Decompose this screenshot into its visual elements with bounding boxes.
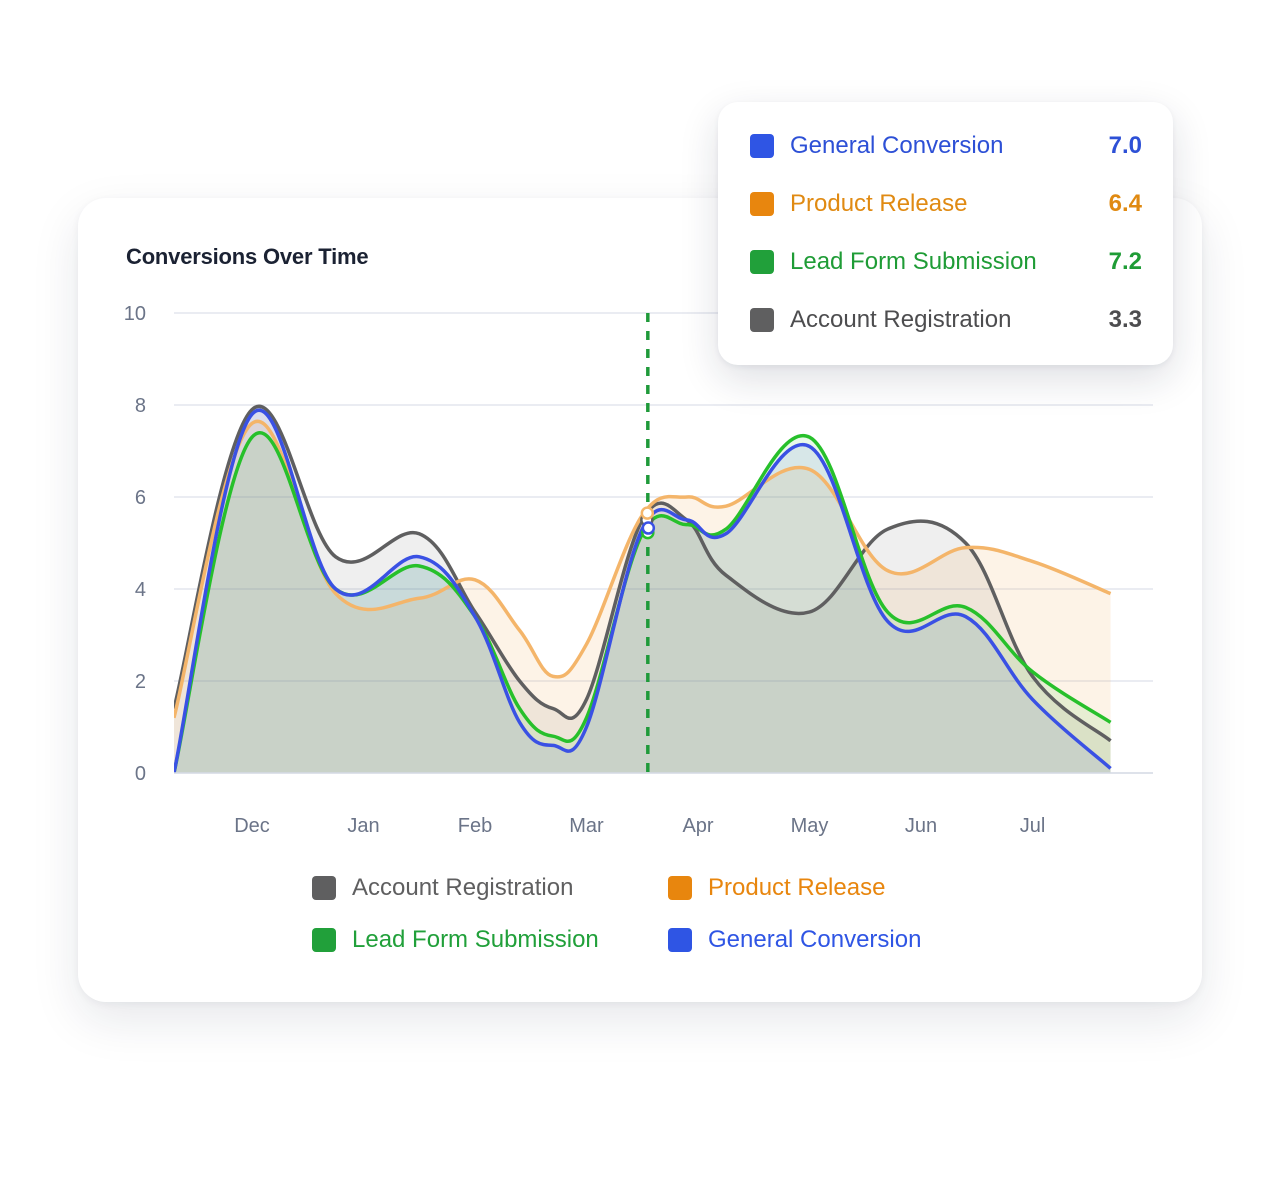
hover-marker <box>641 521 656 535</box>
tooltip-row-product-release: Product Release 6.4 <box>750 189 1142 219</box>
tooltip-label: General Conversion <box>790 132 1004 159</box>
x-tick-label: Jan <box>347 815 379 837</box>
legend-label: General Conversion <box>708 926 922 953</box>
tooltip-row-lead-form-submission: Lead Form Submission 7.2 <box>750 247 1142 277</box>
legend-item-product-release[interactable]: Product Release <box>668 874 885 902</box>
x-tick-label: Dec <box>234 815 270 837</box>
y-tick-label: 4 <box>135 579 146 601</box>
tooltip-label: Lead Form Submission <box>790 248 1037 275</box>
y-tick-label: 2 <box>135 671 146 693</box>
series-line <box>174 404 1112 743</box>
series-area <box>174 410 1111 773</box>
tooltip-value: 6.4 <box>1108 190 1142 217</box>
hover-tooltip: General Conversion 7.0 Product Release 6… <box>718 102 1173 365</box>
x-tick-label: Apr <box>682 815 713 837</box>
tooltip-row-account-registration: Account Registration 3.3 <box>750 305 1142 335</box>
legend-label: Account Registration <box>352 874 574 901</box>
x-tick-label: May <box>791 815 829 837</box>
hover-marker <box>640 506 655 520</box>
y-tick-label: 6 <box>135 487 146 509</box>
chart-title: Conversions Over Time <box>126 244 369 269</box>
y-tick-label: 0 <box>135 763 146 785</box>
x-tick-label: Feb <box>458 815 492 837</box>
legend-swatch <box>668 928 692 952</box>
plot-area <box>174 404 1112 773</box>
y-tick-label: 10 <box>124 303 146 325</box>
x-tick-label: Mar <box>569 815 604 837</box>
tooltip-swatch <box>750 308 774 332</box>
legend-swatch <box>312 928 336 952</box>
legend-swatch <box>668 876 692 900</box>
x-tick-label: Jun <box>905 815 937 837</box>
tooltip-label: Product Release <box>790 190 968 217</box>
legend-swatch <box>312 876 336 900</box>
legend-item-general-conversion[interactable]: General Conversion <box>668 926 921 954</box>
legend-label: Lead Form Submission <box>352 926 599 953</box>
x-tick-label: Jul <box>1020 815 1046 837</box>
series-area <box>174 433 1111 773</box>
legend-label: Product Release <box>708 874 886 901</box>
legend-item-lead-form-submission[interactable]: Lead Form Submission <box>312 926 599 954</box>
series-area <box>174 406 1111 773</box>
tooltip-value: 7.0 <box>1108 132 1142 159</box>
tooltip-row-general-conversion: General Conversion 7.0 <box>750 131 1142 161</box>
tooltip-swatch <box>750 250 774 274</box>
tooltip-label: Account Registration <box>790 306 1012 333</box>
tooltip-value: 3.3 <box>1108 306 1142 333</box>
y-tick-label: 8 <box>135 395 146 417</box>
series-area <box>174 421 1111 773</box>
legend-item-account-registration[interactable]: Account Registration <box>312 874 573 902</box>
tooltip-swatch <box>750 192 774 216</box>
tooltip-value: 7.2 <box>1108 248 1142 275</box>
series-line <box>174 408 1112 773</box>
tooltip-swatch <box>750 134 774 158</box>
